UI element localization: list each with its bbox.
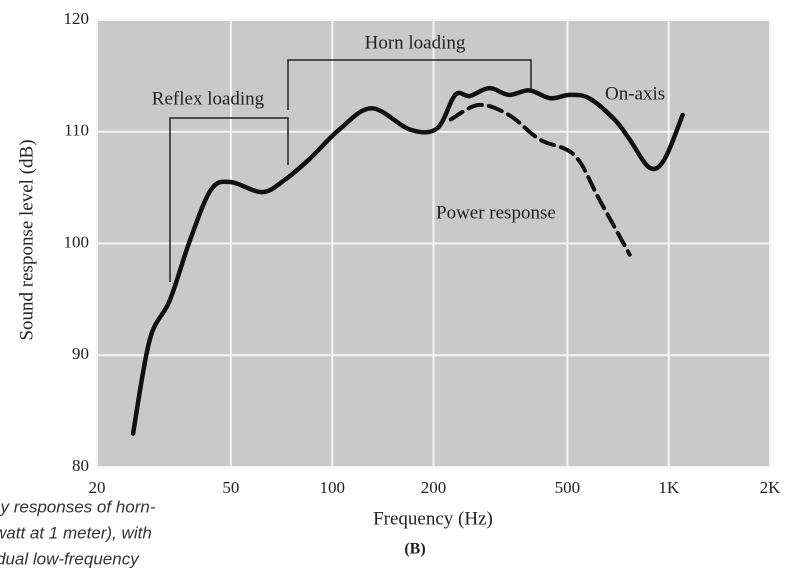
grid	[96, 19, 771, 468]
x-tick-label: 20	[89, 478, 106, 497]
y-tick-label: 100	[64, 232, 90, 251]
marks	[130, 85, 685, 436]
annotation: Horn loading	[365, 32, 466, 53]
series-label: Power response	[436, 202, 556, 223]
caption-line: dual low-frequency	[0, 549, 140, 568]
x-tick-label: 200	[421, 478, 447, 497]
x-tick-label: 50	[222, 478, 239, 497]
y-tick-label: 110	[64, 121, 89, 140]
horn-bracket	[287, 59, 532, 110]
annotation: Reflex loading	[152, 88, 265, 109]
series-line	[448, 102, 632, 257]
y-tick-label: 80	[72, 456, 89, 475]
series-line	[130, 85, 685, 436]
reflex-bracket	[169, 117, 289, 282]
y-axis-label: Sound response level (dB)	[16, 139, 37, 340]
y-tick-label: 90	[72, 344, 89, 363]
sublabel: (B)	[404, 541, 425, 558]
x-tick-label: 1K	[658, 478, 680, 497]
caption-line: cy responses of horn-	[0, 497, 156, 516]
x-tick-label: 2K	[760, 478, 782, 497]
series-label: On-axis	[605, 83, 665, 104]
y-tick-label: 120	[64, 9, 90, 28]
x-tick-label: 100	[319, 478, 345, 497]
caption-line: watt at 1 meter), with	[0, 523, 152, 542]
x-axis-label: Frequency (Hz)	[373, 508, 493, 529]
x-tick-label: 500	[555, 478, 581, 497]
